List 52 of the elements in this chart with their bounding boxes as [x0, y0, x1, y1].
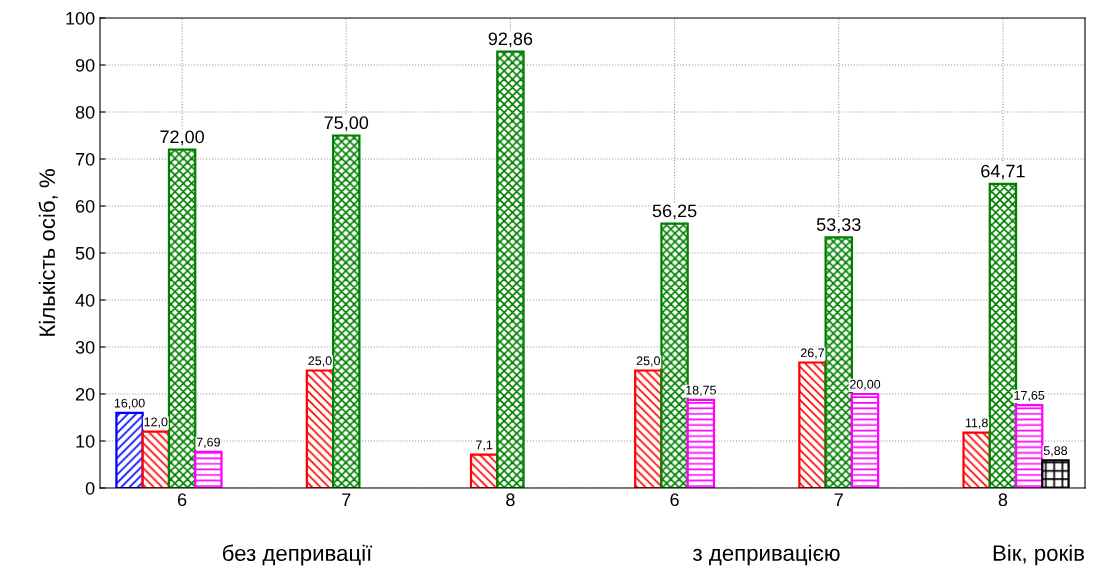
y-axis-title: Кількість осіб, % — [38, 169, 58, 336]
bar — [141, 430, 171, 488]
y-tick-label: 40 — [75, 293, 95, 307]
x-tick-label: 8 — [506, 493, 515, 507]
data-label: 56,25 — [652, 204, 697, 220]
data-label: 7,1 — [476, 440, 493, 451]
bar — [305, 369, 335, 488]
y-tick-label: 90 — [75, 58, 95, 72]
bar — [332, 134, 361, 488]
y-tick-label: 30 — [75, 340, 95, 354]
y-tick-label: 0 — [85, 481, 95, 495]
bar — [115, 411, 144, 488]
data-label: 11,8 — [965, 418, 988, 429]
data-label: 64,71 — [981, 164, 1025, 180]
x-tick-label: 7 — [342, 493, 351, 506]
y-tick-label: 70 — [75, 152, 95, 166]
data-label: 18,75 — [686, 385, 716, 397]
data-label: 12,0 — [144, 417, 168, 428]
bar — [194, 450, 223, 488]
data-label: 25,0 — [308, 356, 332, 367]
x-tick-label: 6 — [670, 493, 679, 507]
data-label: 25,0 — [636, 356, 660, 367]
bar — [1014, 403, 1044, 488]
data-label: 17,65 — [1014, 390, 1045, 402]
data-label: 75,00 — [324, 116, 369, 132]
bar — [167, 148, 197, 488]
bar — [634, 369, 663, 488]
data-label: 72,00 — [160, 130, 204, 146]
bar — [686, 398, 716, 488]
y-tick-label: 100 — [66, 11, 95, 25]
data-label: 5,88 — [1043, 446, 1068, 457]
y-tick-label: 10 — [76, 434, 95, 448]
y-tick-label: 50 — [75, 246, 95, 260]
data-label: 16,00 — [114, 398, 145, 409]
bar — [496, 50, 525, 488]
x-tick-label: 7 — [834, 493, 843, 506]
y-tick-label: 80 — [75, 105, 95, 119]
x-tick-label: 8 — [998, 493, 1008, 507]
x-tick-label: 6 — [177, 493, 187, 507]
bar — [962, 431, 991, 488]
y-tick-label: 20 — [75, 387, 95, 401]
data-label: 20,00 — [850, 379, 881, 391]
text: з депривацією — [693, 544, 840, 566]
text: без депривації — [223, 544, 373, 566]
x-axis-title: Вік, років — [993, 544, 1085, 566]
y-tick-label: 60 — [75, 199, 95, 213]
data-label: 7,69 — [196, 437, 220, 449]
data-label: 53,33 — [816, 218, 861, 234]
data-label: 26,7 — [800, 348, 825, 359]
bar — [850, 392, 880, 488]
bar — [798, 361, 827, 488]
data-label: 92,86 — [488, 32, 533, 48]
